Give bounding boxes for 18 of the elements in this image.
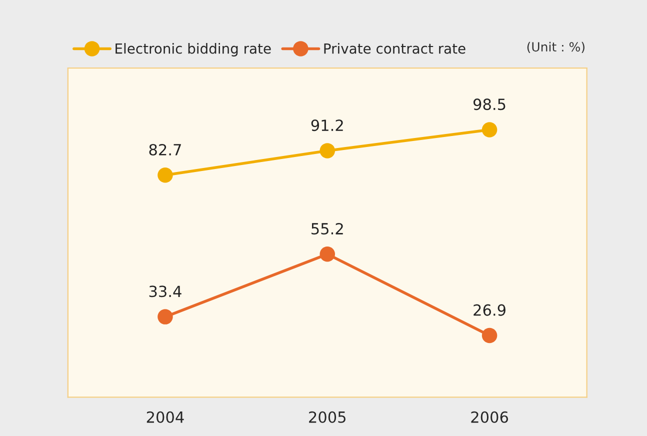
point <box>158 309 173 324</box>
x-tick-label: 2006 <box>471 411 508 423</box>
data-label: 91.2 <box>311 120 343 132</box>
point <box>158 168 173 183</box>
data-label: 33.4 <box>149 286 182 298</box>
text: (Unit : %) <box>527 42 584 54</box>
point <box>320 246 336 262</box>
point <box>320 143 336 158</box>
data-label: 26.9 <box>474 304 506 316</box>
x-tick-label: 2005 <box>309 411 346 423</box>
data-label: 55.2 <box>312 222 343 235</box>
data-label: 98.5 <box>473 98 506 110</box>
legend-label: Private contract rate <box>324 43 466 54</box>
legend-label: Electronic bidding rate <box>116 43 271 56</box>
x-tick-label: 2004 <box>146 411 184 423</box>
point <box>482 122 498 138</box>
data-label: 82.7 <box>149 144 181 156</box>
point <box>482 328 498 344</box>
